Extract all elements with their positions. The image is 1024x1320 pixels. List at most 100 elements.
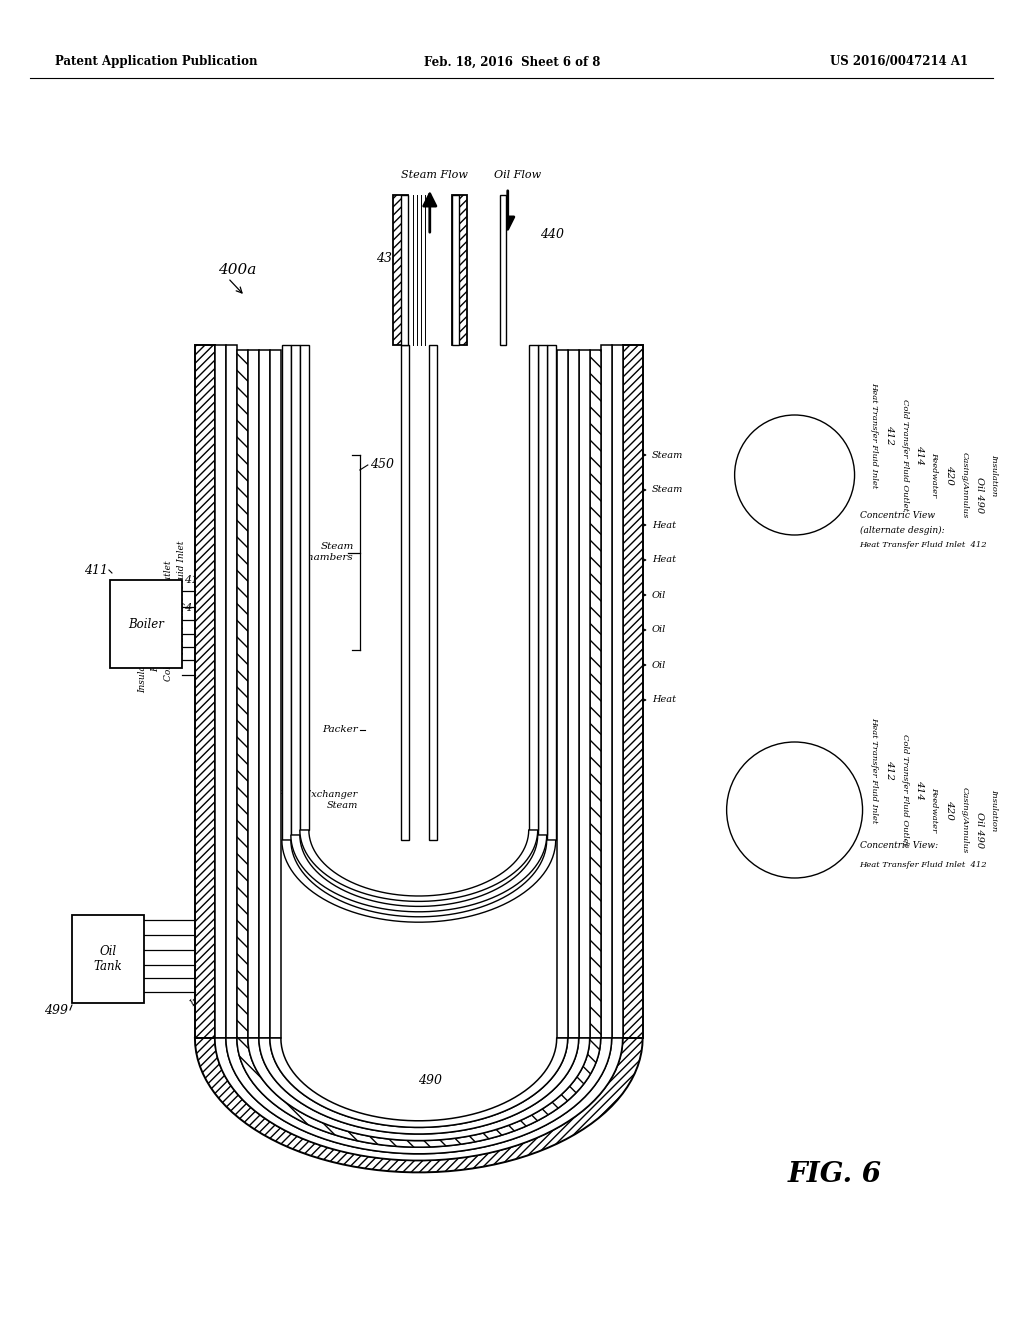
Bar — [237, 350, 248, 1038]
Bar — [291, 345, 300, 836]
Text: Concentric View: Concentric View — [859, 511, 935, 520]
Circle shape — [768, 447, 821, 502]
Text: FIG. 6: FIG. 6 — [787, 1162, 882, 1188]
Text: Heat Transfer Fluid Inlet: Heat Transfer Fluid Inlet — [177, 541, 186, 655]
Bar — [110, 579, 182, 668]
Text: Patent Application Publication: Patent Application Publication — [55, 55, 257, 69]
Text: Concentric View:: Concentric View: — [859, 841, 938, 850]
Text: 412: 412 — [885, 425, 894, 445]
Text: Insulation: Insulation — [990, 789, 998, 832]
Bar — [623, 345, 643, 1038]
Bar — [452, 195, 467, 345]
Text: Heat: Heat — [651, 696, 676, 705]
Bar — [579, 350, 590, 1038]
Circle shape — [752, 432, 838, 517]
Bar — [500, 195, 506, 345]
Text: 450: 450 — [370, 458, 394, 471]
Bar — [528, 345, 538, 830]
Circle shape — [727, 742, 862, 878]
Text: Insulation: Insulation — [138, 647, 147, 693]
Bar — [557, 350, 567, 1038]
Text: 499: 499 — [44, 1003, 68, 1016]
Circle shape — [771, 785, 818, 834]
Text: Heat: Heat — [651, 556, 676, 565]
Text: Insulation: Insulation — [188, 965, 231, 1008]
Text: Cold Transfer Fluid Outlet: Cold Transfer Fluid Outlet — [900, 399, 908, 511]
Text: VI: VI — [230, 743, 245, 756]
Text: Steam: Steam — [651, 486, 683, 495]
Text: 490: 490 — [418, 1073, 441, 1086]
Text: 412: 412 — [885, 760, 894, 780]
Text: Casing/Annulus: Casing/Annulus — [961, 787, 969, 853]
Polygon shape — [248, 1038, 590, 1140]
Polygon shape — [270, 1038, 567, 1127]
Text: Heat Transfer Fluid Inlet: Heat Transfer Fluid Inlet — [870, 717, 879, 824]
Text: Heat: Heat — [651, 520, 676, 529]
Bar — [259, 350, 270, 1038]
Bar — [547, 345, 556, 840]
Text: Cold Transfer Fluid Outlet: Cold Transfer Fluid Outlet — [165, 561, 173, 681]
Text: 420: 420 — [159, 627, 179, 638]
Polygon shape — [226, 1038, 611, 1154]
Polygon shape — [300, 830, 538, 902]
Circle shape — [744, 760, 845, 861]
Bar — [452, 195, 459, 345]
Bar — [195, 345, 215, 1038]
Text: 412: 412 — [184, 576, 206, 585]
Text: 420: 420 — [945, 465, 954, 484]
Text: US 2016/0047214 A1: US 2016/0047214 A1 — [830, 55, 969, 69]
Bar — [215, 345, 226, 1038]
Text: Feedwater: Feedwater — [931, 453, 939, 498]
Polygon shape — [195, 1038, 643, 1172]
Text: Oil
Tank: Oil Tank — [93, 945, 122, 973]
Text: 400a: 400a — [218, 263, 256, 277]
Text: Heat Exchanger
Steam: Heat Exchanger Steam — [278, 791, 357, 809]
Circle shape — [791, 471, 799, 479]
Text: Heat Transfer Fluid Inlet  412: Heat Transfer Fluid Inlet 412 — [859, 541, 987, 549]
Circle shape — [760, 440, 829, 510]
Circle shape — [775, 455, 814, 494]
Text: Oil Flow: Oil Flow — [495, 170, 542, 180]
Text: 440: 440 — [540, 228, 564, 242]
Bar — [567, 350, 579, 1038]
Bar — [611, 345, 623, 1038]
Circle shape — [783, 465, 806, 486]
Text: 430: 430 — [376, 252, 399, 264]
Bar — [601, 345, 611, 1038]
Text: VI: VI — [230, 1003, 245, 1016]
Bar — [248, 350, 259, 1038]
Text: Oil 490: Oil 490 — [975, 812, 984, 847]
Text: Steam Flow: Steam Flow — [401, 170, 468, 180]
Text: (alternate desgin):: (alternate desgin): — [859, 525, 944, 535]
Bar — [538, 345, 547, 836]
Bar — [400, 195, 408, 345]
Text: 414: 414 — [171, 603, 193, 612]
Polygon shape — [259, 1038, 579, 1134]
Bar — [590, 350, 601, 1038]
Text: Boiler: Boiler — [128, 618, 164, 631]
Text: Heat Transfer Fluid Inlet: Heat Transfer Fluid Inlet — [870, 381, 879, 488]
Circle shape — [788, 804, 801, 816]
Text: Oil 490: Oil 490 — [975, 477, 984, 513]
Text: Oil: Oil — [651, 626, 666, 635]
Bar — [300, 345, 309, 830]
Text: Oil: Oil — [651, 660, 666, 669]
Bar — [400, 345, 409, 840]
Text: Feedwater: Feedwater — [931, 788, 939, 833]
Text: Packer: Packer — [323, 726, 357, 734]
Bar — [72, 915, 144, 1003]
Text: 411: 411 — [84, 564, 108, 577]
Polygon shape — [291, 836, 547, 912]
Polygon shape — [282, 840, 556, 923]
Circle shape — [736, 752, 853, 869]
Bar — [282, 345, 291, 840]
Text: Feb. 18, 2016  Sheet 6 of 8: Feb. 18, 2016 Sheet 6 of 8 — [424, 55, 600, 69]
Circle shape — [734, 414, 855, 535]
Bar — [393, 195, 408, 345]
Text: Oil: Oil — [651, 590, 666, 599]
Text: Heat Transfer Fluid Inlet  412: Heat Transfer Fluid Inlet 412 — [859, 861, 987, 869]
Polygon shape — [215, 1038, 623, 1160]
Text: 420: 420 — [945, 800, 954, 820]
Text: Feedwater: Feedwater — [152, 623, 161, 672]
Bar — [270, 350, 281, 1038]
